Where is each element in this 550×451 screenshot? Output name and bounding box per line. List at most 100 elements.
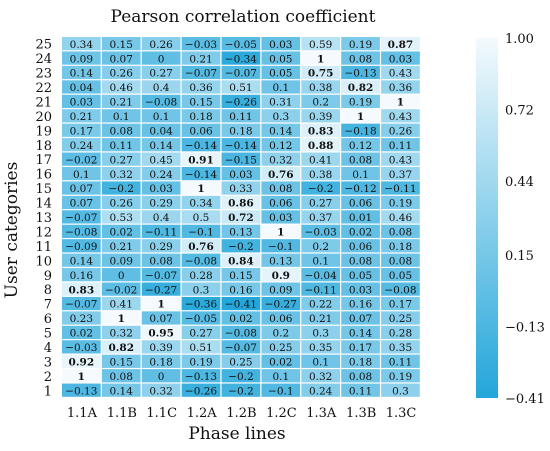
heatmap-cell <box>341 296 380 311</box>
heatmap-cell <box>341 65 380 80</box>
x-tick-label: 1.1A <box>67 406 98 421</box>
heatmap-cell <box>381 37 420 51</box>
heatmap-cell <box>221 340 261 354</box>
cell-value-label: 0.15 <box>229 270 252 282</box>
heatmap-cell <box>381 65 420 80</box>
cell-value-label: 0.2 <box>312 241 329 253</box>
cell-value-label: 0.03 <box>149 183 172 195</box>
heatmap-cell <box>101 109 141 123</box>
y-tick-label: 20 <box>35 110 52 125</box>
heatmap-cell <box>381 210 420 224</box>
cell-value-label: 0.36 <box>389 82 413 94</box>
heatmap-cell <box>221 369 261 383</box>
cell-value-label: −0.07 <box>65 212 97 224</box>
heatmap-cell <box>62 282 101 296</box>
y-tick-label: 7 <box>44 298 52 313</box>
cell-value-label: 0.11 <box>110 140 133 152</box>
cell-value-label: 0.08 <box>349 53 372 65</box>
heatmap-cell <box>181 311 221 325</box>
heatmap-cell <box>141 311 181 325</box>
heatmap-cell <box>261 239 301 253</box>
cell-value-label: 0.18 <box>149 357 172 369</box>
heatmap-cell <box>341 383 380 397</box>
cell-value-label: 0.11 <box>389 140 412 152</box>
cell-value-label: 0.91 <box>188 154 214 166</box>
cell-value-label: 0.03 <box>70 97 93 109</box>
y-tick-label: 10 <box>35 254 52 269</box>
cell-value-label: −0.2 <box>228 241 254 253</box>
heatmap-cell <box>221 268 261 282</box>
x-tick-label: 1.1C <box>146 406 177 421</box>
cell-value-label: 0.08 <box>110 371 133 383</box>
heatmap-cell <box>221 123 261 137</box>
cell-value-label: 0.29 <box>149 198 172 210</box>
heatmap-cell <box>261 51 301 65</box>
cell-value-label: 0.04 <box>70 82 94 94</box>
heatmap-cell <box>301 268 341 282</box>
y-tick-label: 6 <box>44 312 52 327</box>
cell-value-label: 0.08 <box>389 255 412 267</box>
cell-value-label: −0.13 <box>344 68 376 80</box>
heatmap-cell <box>221 282 261 296</box>
heatmap-cell <box>101 296 141 311</box>
heatmap-cell <box>341 311 380 325</box>
cell-value-label: 0.08 <box>110 125 133 137</box>
y-tick-label: 14 <box>35 197 52 212</box>
y-tick-labels: 2524232221201918171615141312111098765432… <box>35 38 52 400</box>
cell-value-label: −0.15 <box>225 154 257 166</box>
heatmap-cell <box>141 224 181 238</box>
cell-value-label: −0.05 <box>185 313 217 325</box>
cell-value-label: 0.37 <box>389 169 412 181</box>
cell-value-label: 0.33 <box>229 183 252 195</box>
heatmap-cell <box>341 166 380 181</box>
heatmap-cell <box>62 51 101 65</box>
cell-value-label: 0 <box>158 53 165 65</box>
cell-value-label: 0.2 <box>312 97 329 109</box>
heatmap-cell <box>261 109 301 123</box>
heatmap-cell <box>101 340 141 354</box>
heatmap-cell <box>62 109 101 123</box>
heatmap-cell <box>181 166 221 181</box>
cell-value-label: −0.36 <box>185 299 217 311</box>
cell-value-label: 0.83 <box>69 284 95 296</box>
cell-value-label: 0.41 <box>110 299 133 311</box>
y-tick-label: 24 <box>35 52 52 67</box>
y-tick-label: 21 <box>35 95 52 110</box>
cell-value-label: 0.92 <box>69 357 95 369</box>
cell-value-label: 0.12 <box>349 140 372 152</box>
heatmap-cell <box>101 282 141 296</box>
cell-value-label: 0.24 <box>309 385 333 397</box>
heatmap-cell <box>301 51 341 65</box>
colorbar <box>476 38 498 398</box>
heatmap-cell <box>261 253 301 267</box>
y-tick-label: 3 <box>44 355 52 370</box>
heatmap-cell <box>381 253 420 267</box>
heatmap-cell <box>62 224 101 238</box>
heatmap-cell <box>101 123 141 137</box>
cell-value-label: 0.25 <box>229 357 252 369</box>
heatmap-cell <box>381 94 420 108</box>
cell-value-label: −0.26 <box>225 97 257 109</box>
cell-value-label: 0.03 <box>349 284 372 296</box>
heatmap-cell <box>341 340 380 354</box>
cell-value-label: 0.1 <box>113 111 130 123</box>
heatmap-cell <box>341 210 380 224</box>
heatmap-cell <box>261 181 301 195</box>
cell-value-label: 0.18 <box>229 125 252 137</box>
heatmap-cell <box>341 253 380 267</box>
cell-value-label: 0.11 <box>229 111 252 123</box>
heatmap-cell <box>221 325 261 340</box>
cell-value-label: 0.32 <box>269 154 292 166</box>
heatmap-cell <box>341 138 380 152</box>
y-tick-label: 8 <box>44 283 52 298</box>
heatmap-cell <box>62 181 101 195</box>
cell-value-label: −0.07 <box>65 299 97 311</box>
heatmap-cell <box>101 383 141 397</box>
cell-value-label: −0.12 <box>344 183 376 195</box>
cell-value-label: 0.27 <box>149 68 172 80</box>
heatmap-cell <box>141 181 181 195</box>
cell-value-label: 0.3 <box>193 284 210 296</box>
heatmap-cell <box>101 65 141 80</box>
cell-value-label: 0.27 <box>189 328 212 340</box>
